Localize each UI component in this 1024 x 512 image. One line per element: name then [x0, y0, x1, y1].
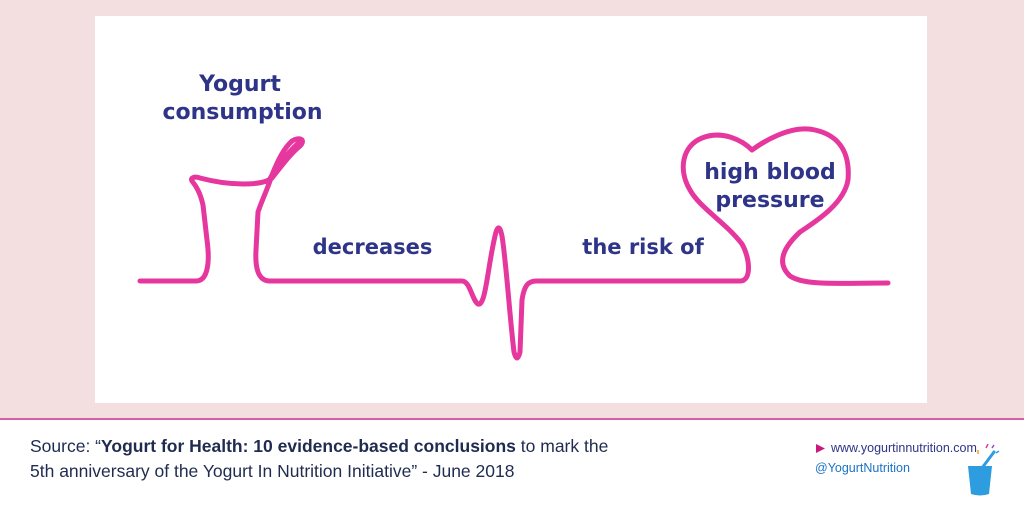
label-consumption: consumption: [162, 100, 323, 125]
footer: Source: “Yogurt for Health: 10 evidence-…: [0, 420, 1024, 512]
source-line2: 5th anniversary of the Yogurt In Nutriti…: [30, 461, 515, 481]
label-the-risk-of: the risk of: [582, 235, 704, 259]
source-citation: Source: “Yogurt for Health: 10 evidence-…: [30, 434, 750, 484]
website-link[interactable]: www.yogurtinnutrition.com: [815, 438, 977, 458]
yogurt-cup-icon: [968, 444, 1000, 496]
website-text: www.yogurtinnutrition.com: [831, 441, 977, 455]
label-decreases: decreases: [312, 235, 433, 259]
label-pressure: pressure: [715, 188, 825, 213]
label-yogurt: Yogurt: [199, 72, 281, 97]
source-title: Yogurt for Health: 10 evidence-based con…: [101, 436, 516, 456]
play-triangle-icon: [816, 443, 825, 453]
footer-divider: [0, 418, 1024, 420]
source-line1-suffix: to mark the: [515, 436, 609, 456]
pestle-stroke: [265, 137, 305, 185]
source-prefix: Source: “: [30, 436, 101, 456]
twitter-handle[interactable]: @YogurtNutrition: [815, 461, 910, 475]
label-high-blood: high blood: [704, 160, 836, 185]
brand-block: www.yogurtinnutrition.com @YogurtNutriti…: [815, 438, 977, 478]
